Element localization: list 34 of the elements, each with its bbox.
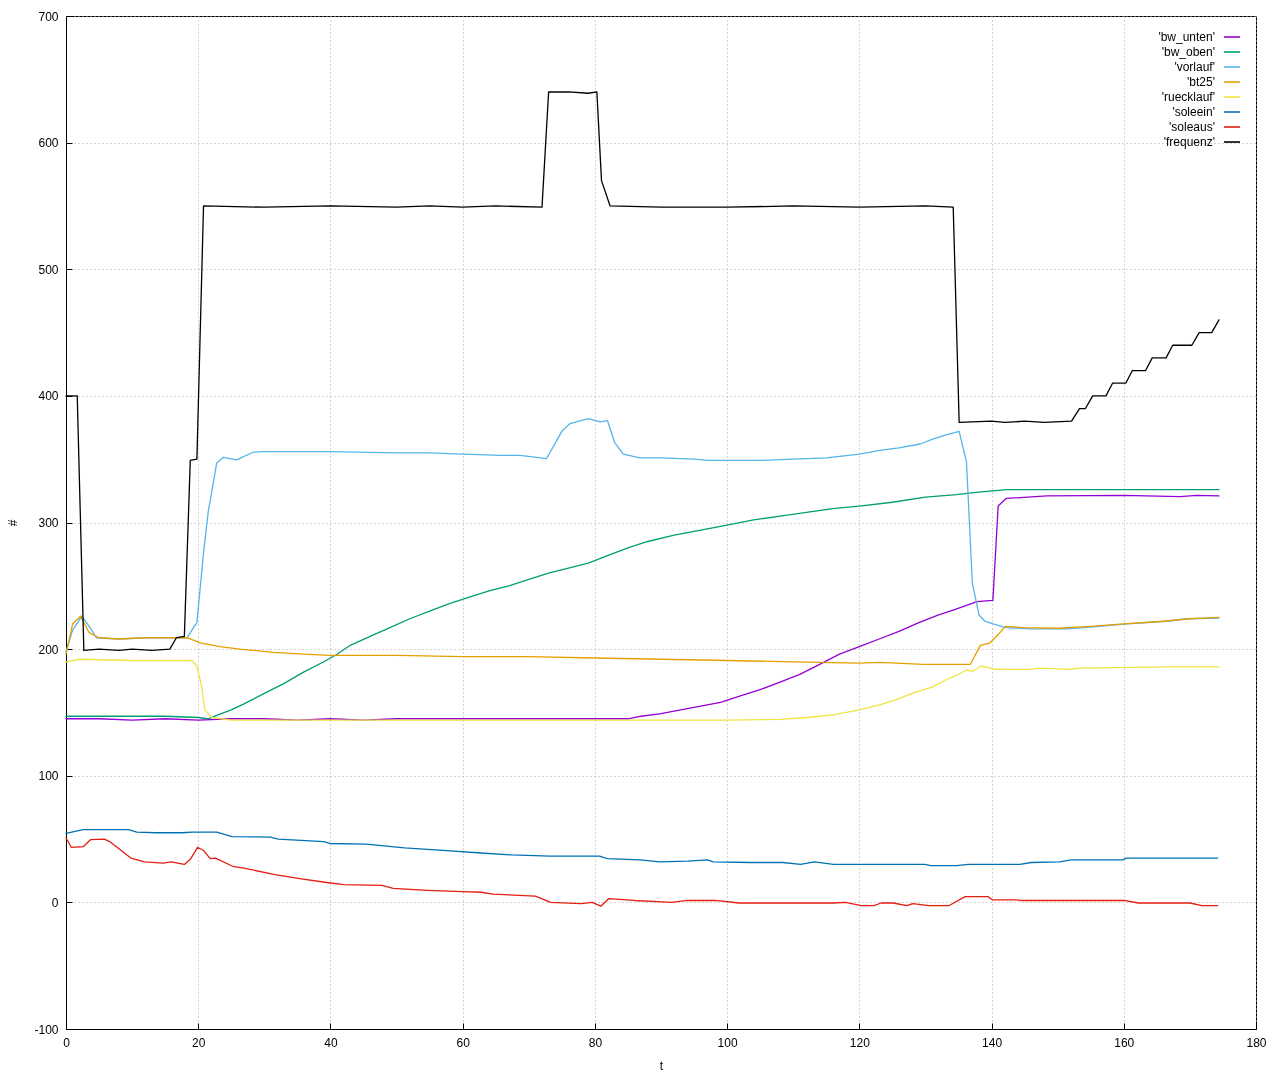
legend-label: 'bw_unten' bbox=[1158, 30, 1215, 44]
x-axis-title: t bbox=[659, 1058, 664, 1073]
y-tick-label: 400 bbox=[38, 389, 59, 404]
x-tick-label: 40 bbox=[324, 1035, 338, 1050]
legend-label: 'bt25' bbox=[1187, 75, 1215, 89]
legend-label: 'soleaus' bbox=[1169, 120, 1215, 134]
legend-label: 'soleein' bbox=[1172, 105, 1215, 119]
y-tick-label: 300 bbox=[38, 516, 59, 530]
legend-label: 'bw_oben' bbox=[1161, 45, 1215, 59]
legend-label: 'ruecklauf' bbox=[1161, 90, 1215, 104]
x-tick-label: 0 bbox=[63, 1035, 71, 1050]
x-tick-label: 60 bbox=[456, 1035, 471, 1050]
x-tick-label: 120 bbox=[849, 1035, 871, 1050]
y-tick-label: 0 bbox=[51, 895, 59, 910]
x-tick-label: 180 bbox=[1246, 1035, 1267, 1050]
x-tick-label: 20 bbox=[192, 1035, 206, 1050]
y-tick-label: 600 bbox=[38, 136, 59, 151]
y-tick-label: 200 bbox=[38, 642, 59, 657]
y-axis-title: # bbox=[6, 519, 21, 527]
line-series bbox=[65, 658, 1220, 721]
legend-label: 'frequenz' bbox=[1163, 135, 1215, 149]
x-tick-label: 160 bbox=[1114, 1035, 1135, 1050]
y-tick-label: 500 bbox=[38, 262, 59, 277]
line-series bbox=[65, 837, 1219, 907]
line-series bbox=[65, 418, 1220, 653]
x-tick-label: 140 bbox=[982, 1035, 1003, 1050]
y-tick-label: 700 bbox=[38, 9, 59, 24]
legend-label: 'vorlauf' bbox=[1174, 60, 1215, 74]
x-tick-label: 80 bbox=[588, 1035, 603, 1050]
y-tick-label: 100 bbox=[38, 769, 59, 784]
x-tick-label: 100 bbox=[717, 1035, 738, 1050]
line-series bbox=[65, 828, 1219, 867]
line-series bbox=[65, 615, 1220, 665]
y-tick-label: -100 bbox=[34, 1022, 59, 1037]
